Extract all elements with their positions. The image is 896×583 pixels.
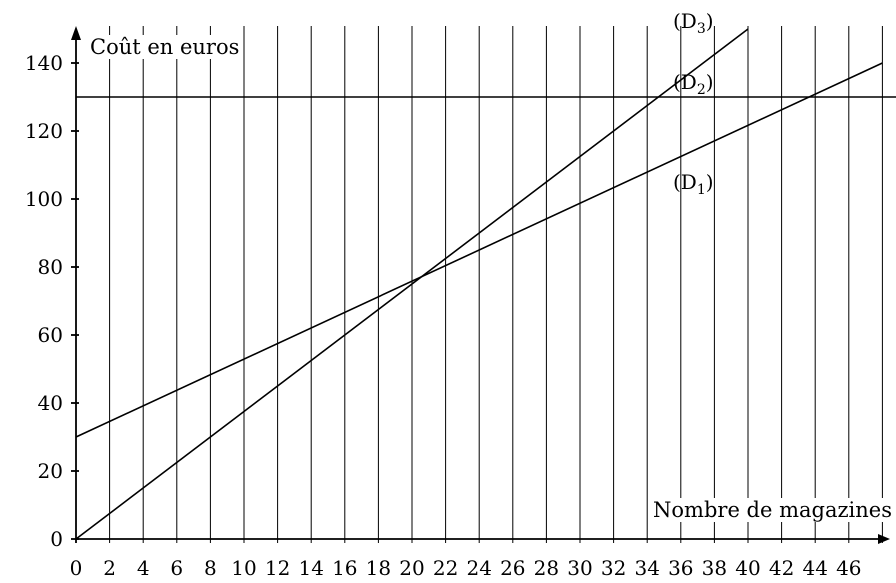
x-tick-label-42: 42	[769, 556, 794, 580]
x-tick-label-0: 0	[70, 556, 83, 580]
x-tick-label-26: 26	[500, 556, 525, 580]
x-tick-label-2: 2	[103, 556, 116, 580]
x-axis-arrow	[878, 534, 890, 544]
x-tick-label-16: 16	[332, 556, 357, 580]
y-tick-label-40: 40	[38, 391, 63, 415]
x-tick-label-12: 12	[265, 556, 290, 580]
x-tick-label-24: 24	[466, 556, 491, 580]
y-tick-label-80: 80	[38, 255, 63, 279]
x-tick-label-18: 18	[366, 556, 391, 580]
x-tick-label-8: 8	[204, 556, 217, 580]
x-axis-label: Nombre de magazines	[653, 498, 892, 522]
series-lines	[76, 29, 896, 539]
y-tick-label-140: 140	[25, 51, 63, 75]
y-tick-label-20: 20	[38, 459, 63, 483]
x-tick-label-20: 20	[399, 556, 424, 580]
series-label-1: (D1)	[673, 170, 714, 198]
series-label-2: (D2)	[673, 70, 714, 98]
x-tick-label-28: 28	[534, 556, 559, 580]
x-tick-label-10: 10	[231, 556, 256, 580]
x-tick-label-6: 6	[170, 556, 183, 580]
x-tick-label-38: 38	[702, 556, 727, 580]
x-tick-label-30: 30	[567, 556, 592, 580]
x-tick-label-40: 40	[735, 556, 760, 580]
x-tick-label-44: 44	[802, 556, 827, 580]
x-tick-label-34: 34	[634, 556, 659, 580]
y-tick-label-0: 0	[50, 527, 63, 551]
y-axis-label: Coût en euros	[90, 35, 239, 59]
x-tick-label-14: 14	[298, 556, 323, 580]
x-tick-label-36: 36	[668, 556, 693, 580]
y-tick-label-100: 100	[25, 187, 63, 211]
vertical-grid	[110, 26, 883, 543]
chart-labels: (D1) (D2) (D3)	[673, 9, 714, 198]
y-tick-label-60: 60	[38, 323, 63, 347]
y-axis-arrow	[71, 26, 81, 40]
x-tick-label-4: 4	[137, 556, 150, 580]
x-tick-label-32: 32	[601, 556, 626, 580]
axes: 0204060801001201400246810121416182022242…	[25, 26, 894, 580]
x-tick-label-46: 46	[836, 556, 861, 580]
series-label-3: (D3)	[673, 9, 714, 37]
y-tick-label-120: 120	[25, 119, 63, 143]
x-tick-label-22: 22	[433, 556, 458, 580]
